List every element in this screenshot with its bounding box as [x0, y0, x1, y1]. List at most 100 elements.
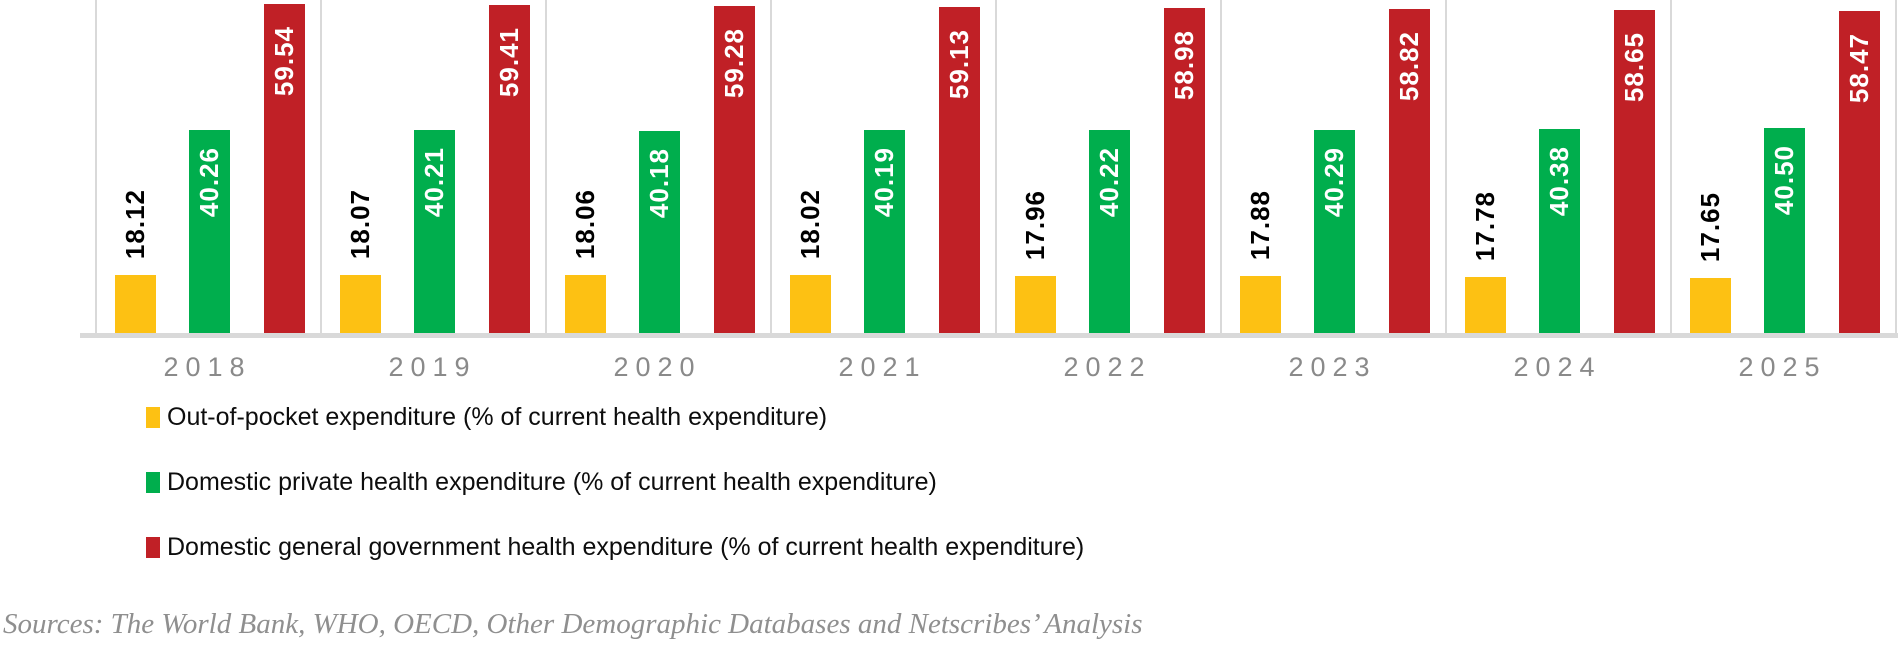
bar-value-label: 58.82 [1394, 31, 1424, 102]
bar-private [1539, 129, 1580, 333]
sources-note: Sources: The World Bank, WHO, OECD, Othe… [3, 608, 1143, 640]
bar-value-label-wrap: 58.82 [1389, 31, 1430, 101]
legend-swatch-icon [146, 536, 160, 558]
x-axis-label-2025: 2025 [1738, 352, 1827, 382]
bar-government [714, 6, 755, 333]
bar-private [1764, 128, 1805, 333]
bar-government [489, 5, 530, 333]
bar-government [939, 7, 980, 333]
bar-value-label-wrap: 18.07 [340, 189, 381, 259]
bar-value-label: 58.47 [1844, 33, 1874, 104]
bar-value-label: 40.38 [1544, 146, 1574, 217]
bar-group-2022: 17.96 40.22 58.98 [995, 0, 1220, 333]
x-axis-label-2020: 2020 [613, 352, 702, 382]
bar-value-label-wrap: 40.29 [1314, 147, 1355, 217]
bar-value-label-wrap: 40.19 [864, 147, 905, 217]
x-axis-label-2022: 2022 [1063, 352, 1152, 382]
bar-private [1089, 130, 1130, 333]
bar-private [864, 130, 905, 333]
bar-oop [790, 275, 831, 333]
bar-value-label-wrap: 18.02 [790, 189, 831, 259]
legend-swatch-icon [146, 471, 160, 493]
bar-value-label-wrap: 17.96 [1015, 190, 1056, 260]
x-axis-label-2021: 2021 [838, 352, 927, 382]
bar-value-label-wrap: 17.65 [1690, 192, 1731, 262]
bar-value-label: 59.41 [494, 27, 524, 98]
bar-value-label: 59.54 [269, 26, 299, 97]
bar-value-label: 58.98 [1169, 30, 1199, 101]
plot-area: 18.12 40.26 59.54 2018 18.07 40.21 59.41 2019 18… [95, 0, 1897, 382]
bar-private [1314, 130, 1355, 333]
bar-value-label-wrap: 17.78 [1465, 191, 1506, 261]
bar-value-label-wrap: 18.12 [115, 189, 156, 259]
bar-value-label: 17.78 [1470, 190, 1500, 261]
category-axis-line [80, 333, 1898, 338]
bar-value-label: 40.18 [644, 148, 674, 219]
x-axis-label-2024: 2024 [1513, 352, 1602, 382]
bar-group-2020: 18.06 40.18 59.28 [545, 0, 770, 333]
legend-item-government: Domestic general government health expen… [146, 530, 1084, 564]
bar-value-label-wrap: 40.21 [414, 147, 455, 217]
bar-value-label: 17.88 [1245, 189, 1275, 260]
bar-value-label-wrap: 40.22 [1089, 147, 1130, 217]
bar-government [1839, 11, 1880, 333]
bar-group-2019: 18.07 40.21 59.41 [320, 0, 545, 333]
bar-value-label: 59.13 [944, 29, 974, 100]
legend-label: Out-of-pocket expenditure (% of current … [167, 402, 828, 431]
bar-government [1389, 9, 1430, 333]
bar-value-label: 18.12 [120, 188, 150, 259]
bar-value-label: 40.21 [419, 147, 449, 218]
bar-value-label: 17.65 [1695, 191, 1725, 262]
x-axis-label-2018: 2018 [163, 352, 252, 382]
bar-value-label: 40.50 [1769, 145, 1799, 216]
bar-value-label: 18.02 [795, 188, 825, 259]
bar-private [639, 131, 680, 333]
bar-value-label-wrap: 59.28 [714, 28, 755, 98]
bar-value-label-wrap: 58.47 [1839, 33, 1880, 103]
legend: Out-of-pocket expenditure (% of current … [146, 400, 1084, 595]
bar-value-label: 40.29 [1319, 147, 1349, 218]
bar-private [189, 130, 230, 333]
plot-right-border [1895, 0, 1897, 333]
bar-value-label-wrap: 18.06 [565, 189, 606, 259]
bar-group-2018: 18.12 40.26 59.54 [95, 0, 320, 333]
bar-oop [1690, 278, 1731, 333]
bar-oop [1465, 277, 1506, 333]
bar-group-2023: 17.88 40.29 58.82 [1220, 0, 1445, 333]
legend-item-private: Domestic private health expenditure (% o… [146, 465, 1084, 499]
bar-value-label-wrap: 40.18 [639, 148, 680, 218]
bar-value-label-wrap: 59.54 [264, 26, 305, 96]
bar-value-label: 40.22 [1094, 147, 1124, 218]
bar-government [1614, 10, 1655, 333]
bar-government [264, 4, 305, 333]
bar-value-label: 58.65 [1619, 32, 1649, 103]
bar-value-label: 17.96 [1020, 189, 1050, 260]
bar-value-label-wrap: 40.26 [189, 147, 230, 217]
bar-group-2025: 17.65 40.50 58.47 [1670, 0, 1895, 333]
bar-group-2021: 18.02 40.19 59.13 [770, 0, 995, 333]
bar-value-label-wrap: 58.98 [1164, 30, 1205, 100]
bar-value-label-wrap: 59.41 [489, 27, 530, 97]
bar-value-label: 59.28 [719, 28, 749, 99]
bar-value-label-wrap: 17.88 [1240, 190, 1281, 260]
bar-oop [340, 275, 381, 333]
legend-swatch-icon [146, 406, 160, 428]
bar-value-label-wrap: 58.65 [1614, 32, 1655, 102]
legend-label: Domestic general government health expen… [167, 532, 1085, 561]
bar-oop [1015, 276, 1056, 333]
bar-value-label: 18.07 [345, 188, 375, 259]
legend-item-oop: Out-of-pocket expenditure (% of current … [146, 400, 1084, 434]
legend-label: Domestic private health expenditure (% o… [167, 467, 937, 496]
bar-value-label: 18.06 [570, 188, 600, 259]
bar-value-label-wrap: 40.38 [1539, 146, 1580, 216]
bar-oop [1240, 276, 1281, 333]
x-axis-label-2023: 2023 [1288, 352, 1377, 382]
bar-oop [565, 275, 606, 333]
bar-group-2024: 17.78 40.38 58.65 [1445, 0, 1670, 333]
bar-government [1164, 8, 1205, 333]
bar-value-label-wrap: 40.50 [1764, 145, 1805, 215]
bar-oop [115, 275, 156, 333]
bar-value-label-wrap: 59.13 [939, 29, 980, 99]
x-axis-label-2019: 2019 [388, 352, 477, 382]
